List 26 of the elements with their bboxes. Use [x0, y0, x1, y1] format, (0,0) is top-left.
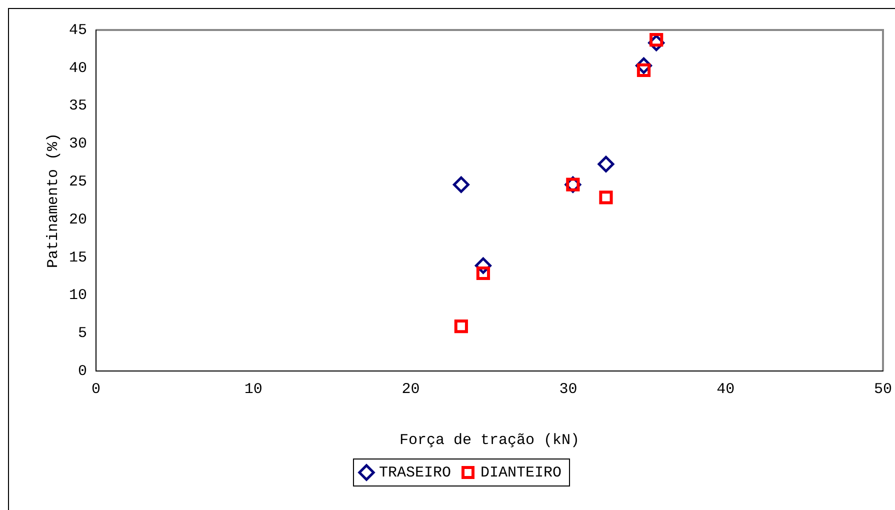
legend-label: DIANTEIRO [480, 464, 562, 482]
point [476, 266, 490, 280]
y-tick-label: 20 [68, 211, 88, 228]
legend-label: TRASEIRO [378, 464, 452, 482]
x-tick-label: 30 [559, 380, 578, 398]
y-tick-label: 30 [68, 136, 88, 153]
x-tick-label: 40 [716, 380, 735, 398]
y-tick-label: 45 [68, 22, 88, 39]
y-axis-title: Patinamento (%) [44, 132, 62, 268]
point [598, 156, 614, 172]
point [454, 319, 468, 334]
x-tick-label: 20 [402, 380, 420, 398]
y-tick-label: 10 [68, 287, 88, 304]
y-tick-label: 25 [68, 174, 88, 191]
y-tick-label: 35 [68, 98, 88, 115]
x-axis-title: Força de tração (kN) [399, 432, 580, 449]
y-tick-label: 15 [68, 249, 88, 266]
point [452, 176, 470, 193]
x-tick-label: 50 [874, 380, 892, 398]
x-tick-label: 0 [91, 380, 101, 398]
y-tick-label: 5 [78, 325, 88, 342]
point [636, 63, 651, 77]
x-tick-label: 10 [244, 380, 262, 398]
y-tick-label: 0 [78, 362, 88, 380]
y-tick-label: 40 [68, 60, 88, 77]
point [599, 190, 613, 204]
